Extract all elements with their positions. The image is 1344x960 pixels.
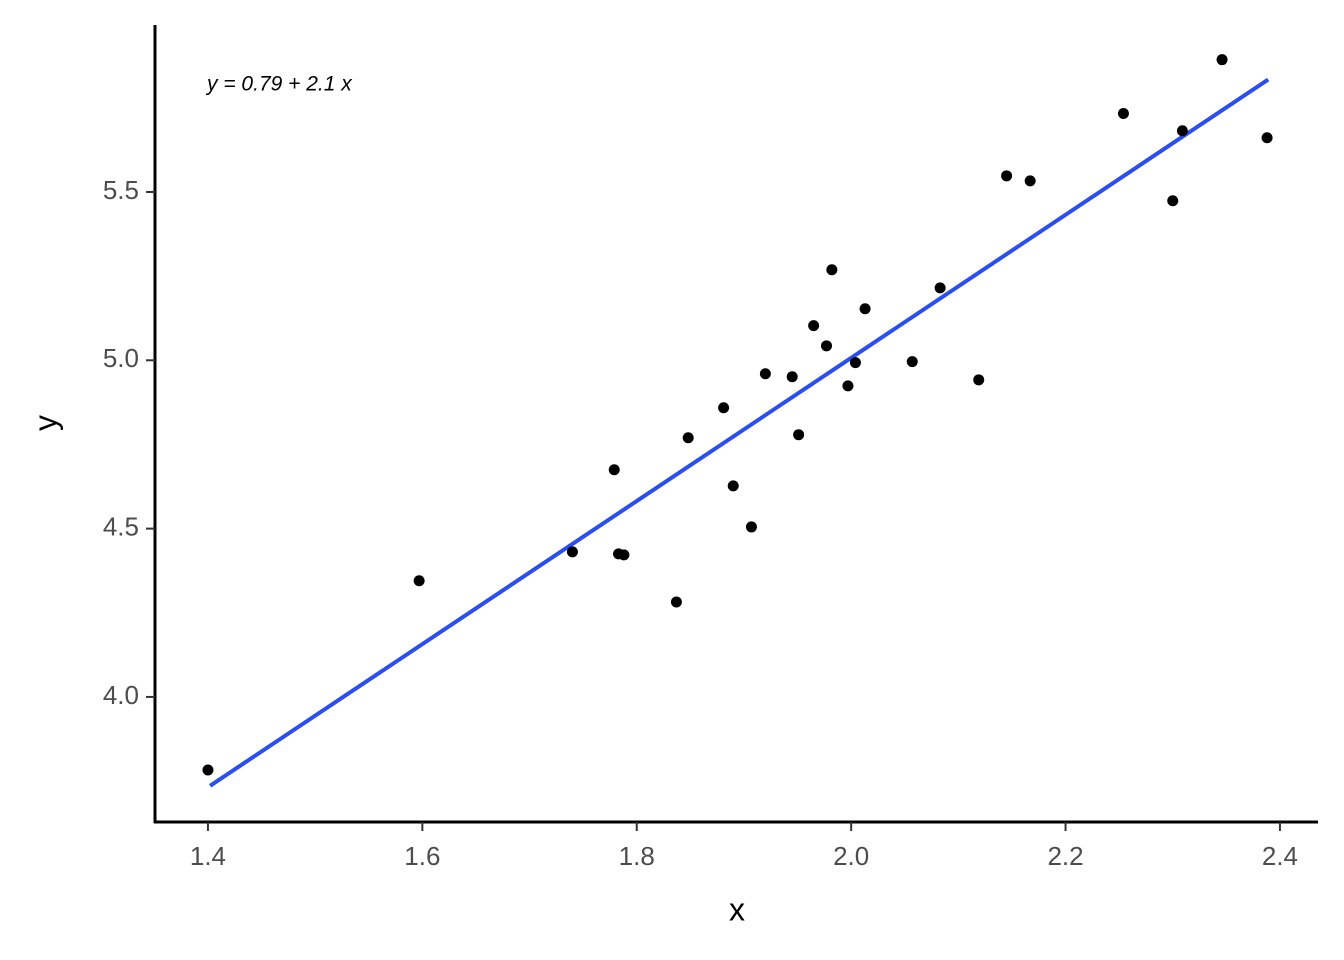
equation-annotation: y = 0.79 + 2.1 x	[205, 73, 353, 96]
fit-line	[208, 77, 1270, 788]
x-tick-label: 2.2	[1047, 841, 1083, 871]
x-tick-label: 1.4	[190, 841, 226, 871]
data-point	[608, 464, 620, 476]
data-point	[413, 575, 425, 587]
data-point	[727, 480, 739, 492]
data-point	[820, 340, 832, 352]
data-point	[849, 357, 861, 369]
data-point	[670, 596, 682, 608]
data-point	[1261, 132, 1273, 144]
data-point	[906, 356, 918, 368]
data-point	[826, 264, 838, 276]
data-point	[842, 380, 854, 392]
data-point	[786, 371, 798, 383]
data-point	[973, 374, 985, 386]
data-point	[566, 546, 578, 558]
x-tick-label: 1.6	[404, 841, 440, 871]
x-axis-title: x	[729, 891, 745, 927]
y-axis-title: y	[27, 415, 63, 431]
data-point	[682, 432, 694, 444]
data-point	[1001, 170, 1013, 182]
data-point	[718, 402, 730, 414]
data-point	[618, 549, 630, 561]
x-tick-label: 1.8	[619, 841, 655, 871]
data-point	[1176, 125, 1188, 137]
data-point	[808, 320, 820, 332]
y-tick-label: 5.5	[103, 175, 139, 205]
data-point	[745, 521, 757, 533]
y-tick-label: 4.0	[103, 680, 139, 710]
data-point	[202, 764, 214, 776]
data-point	[934, 282, 946, 294]
data-point	[759, 368, 771, 380]
x-tick-label: 2.4	[1262, 841, 1298, 871]
y-tick-label: 4.5	[103, 511, 139, 541]
y-tick-label: 5.0	[103, 343, 139, 373]
data-point	[1216, 54, 1228, 66]
data-point	[793, 429, 805, 441]
x-tick-label: 2.0	[833, 841, 869, 871]
data-point	[1117, 108, 1129, 120]
data-point	[859, 303, 871, 315]
data-point	[1024, 175, 1036, 187]
data-point	[1167, 195, 1179, 207]
